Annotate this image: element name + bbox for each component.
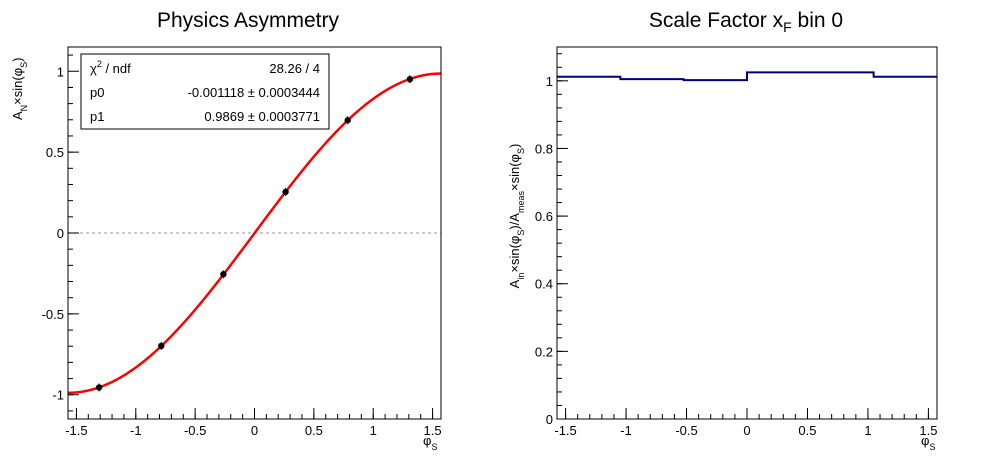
left-x-axis-label: φS	[423, 433, 437, 452]
left-y-tick-label: 1	[57, 64, 64, 79]
right-y-tick-label: 0.8	[535, 141, 553, 156]
fit-curve-line	[67, 72, 442, 395]
svg-text:p0: p0	[90, 85, 104, 100]
left-x-axis: -1.5 -1 -0.5 0 0.5 1 1.5	[65, 408, 442, 438]
left-fit-curve	[67, 72, 442, 395]
right-y-axis-label: Ain×sin(φS)/Ameas×sin(φS)	[507, 144, 526, 289]
left-x-tick-label: 0	[251, 423, 258, 438]
right-y-tick-label: 0.4	[535, 277, 553, 292]
right-y-tick-label: 1	[546, 74, 553, 89]
right-chart: Scale Factor xF bin 0 -1.5 -1 -0.5 0 0.5 1 1.5…	[507, 9, 938, 452]
right-x-axis-label: φS	[921, 433, 935, 452]
right-y-tick-label: 0	[546, 412, 553, 427]
data-point	[282, 187, 289, 196]
stats-row: χ2 / ndf 28.26 / 4	[90, 59, 320, 76]
right-histogram-line	[557, 71, 937, 82]
left-x-tick-label: -1.5	[65, 423, 87, 438]
left-x-tick-label: -1	[130, 423, 142, 438]
data-point	[158, 341, 165, 350]
left-y-axis: -1 -0.5 0 0.5 1	[42, 54, 79, 412]
right-x-tick-label: -0.5	[675, 423, 697, 438]
left-y-tick-label: -1	[52, 388, 64, 403]
left-y-axis-label: AN×sin(φS)	[10, 58, 29, 121]
svg-text:p1: p1	[90, 109, 104, 124]
right-x-tick-label: 0.5	[798, 423, 816, 438]
left-x-tick-label: 0.5	[305, 423, 323, 438]
right-chart-title: Scale Factor xF bin 0	[649, 9, 843, 35]
left-y-tick-label: 0	[57, 226, 64, 241]
stats-row: p1 0.9869 ± 0.0003771	[90, 109, 320, 124]
svg-text:0.9869 ± 0.0003771: 0.9869 ± 0.0003771	[204, 109, 320, 124]
right-x-tick-label: 0	[743, 423, 750, 438]
right-y-tick-label: 0.6	[535, 209, 553, 224]
svg-text:χ2 / ndf: χ2 / ndf	[90, 59, 131, 76]
data-point	[220, 270, 227, 279]
left-y-tick-label: -0.5	[42, 307, 64, 322]
data-point	[344, 116, 351, 125]
svg-text:-0.001118 ± 0.0003444: -0.001118 ± 0.0003444	[188, 85, 320, 100]
stats-row: p0 -0.001118 ± 0.0003444	[90, 85, 320, 100]
fit-stats-box: χ2 / ndf 28.26 / 4 p0 -0.001118 ± 0.0003…	[80, 53, 330, 130]
left-x-tick-label: 1	[370, 423, 377, 438]
right-y-axis: 0 0.2 0.4 0.6 0.8 1	[535, 53, 568, 427]
right-x-tick-label: -1	[620, 423, 632, 438]
svg-text:28.26 / 4: 28.26 / 4	[269, 61, 320, 76]
left-x-tick-label: -0.5	[184, 423, 206, 438]
data-point	[406, 75, 414, 84]
left-chart-title: Physics Asymmetry	[157, 9, 340, 32]
right-x-axis: -1.5 -1 -0.5 0 0.5 1 1.5	[554, 408, 937, 438]
right-x-tick-label: 1.5	[919, 423, 937, 438]
left-data-points	[95, 75, 414, 392]
right-y-tick-label: 0.2	[535, 344, 553, 359]
left-y-tick-label: 0.5	[46, 145, 64, 160]
right-x-tick-label: -1.5	[554, 423, 576, 438]
left-chart: Physics Asymmetry -1.5 -1 -0.5 0 0.5 1 1.5 -1-…	[10, 9, 442, 452]
right-x-tick-label: 1	[864, 423, 871, 438]
left-x-tick-label: 1.5	[424, 423, 442, 438]
data-point	[95, 383, 103, 392]
right-plot-frame	[556, 46, 938, 420]
